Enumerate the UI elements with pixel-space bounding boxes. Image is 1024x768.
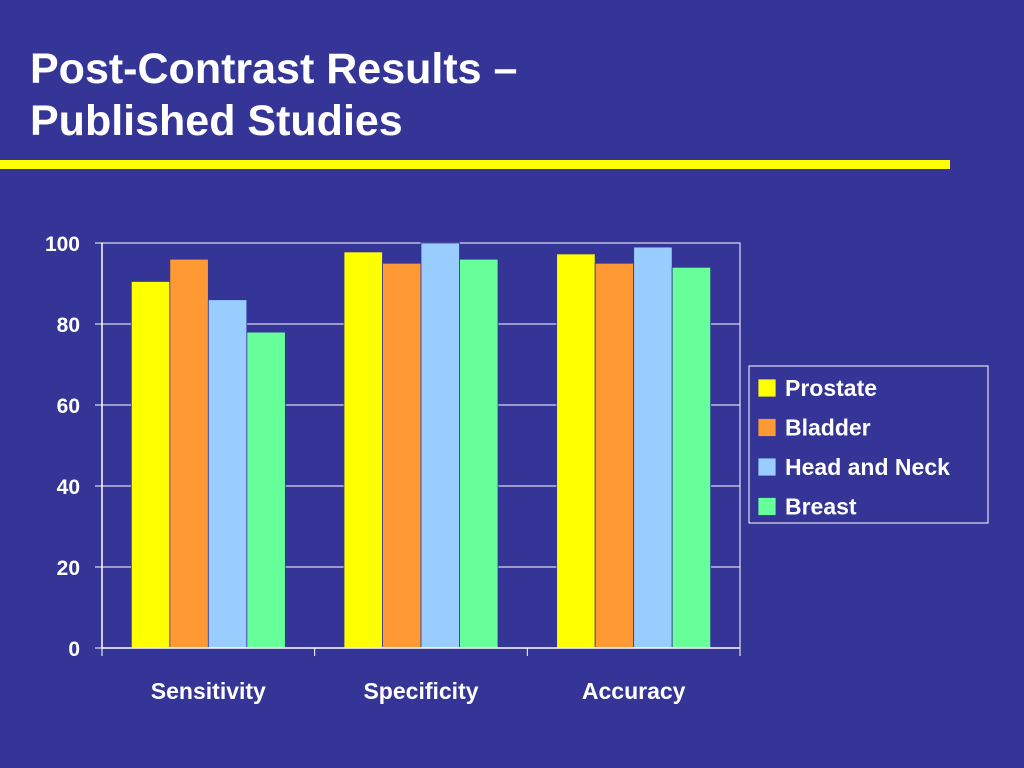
- legend-swatch-bladder: [757, 418, 777, 437]
- legend-label-head-and-neck: Head and Neck: [785, 454, 950, 480]
- title-rule: [0, 160, 950, 169]
- legend-swatch-head-and-neck: [757, 457, 777, 477]
- legend-label-prostate: Prostate: [785, 375, 877, 401]
- y-tick-label-20: 20: [57, 557, 80, 580]
- y-tick-label-80: 80: [57, 314, 80, 337]
- legend-swatch-prostate: [757, 378, 777, 398]
- bars: [130, 242, 712, 649]
- bar-accuracy-breast: [671, 266, 712, 649]
- bar-specificity-bladder: [382, 262, 422, 649]
- legend: Prostate Bladder Head and Neck Breast: [748, 365, 989, 524]
- legend-box: [748, 365, 989, 524]
- bar-sensitivity-prostate: [130, 281, 171, 649]
- slide-title-line-1: Post-Contrast Results –: [30, 45, 518, 93]
- x-tick-label-specificity: Specificity: [363, 678, 478, 704]
- bar-accuracy-head-and-neck: [633, 246, 673, 649]
- y-tick-label-100: 100: [45, 233, 80, 256]
- bar-accuracy-prostate: [556, 253, 596, 649]
- y-tick-label-0: 0: [68, 638, 80, 661]
- bar-accuracy-bladder: [594, 262, 635, 649]
- bar-sensitivity-bladder: [169, 258, 209, 649]
- y-tick-label-60: 60: [57, 395, 80, 418]
- x-tick-label-sensitivity: Sensitivity: [151, 678, 266, 704]
- bar-sensitivity-breast: [246, 331, 286, 649]
- legend-swatch-breast: [757, 497, 777, 516]
- slide-title: Post-Contrast Results – Published Studie…: [30, 44, 517, 147]
- x-tick-label-accuracy: Accuracy: [582, 678, 686, 704]
- y-tick-label-40: 40: [57, 476, 80, 499]
- legend-label-breast: Breast: [785, 494, 857, 520]
- bar-sensitivity-head-and-neck: [207, 299, 248, 649]
- legend-label-bladder: Bladder: [785, 415, 871, 441]
- bar-specificity-breast: [459, 258, 499, 649]
- bar-specificity-prostate: [343, 251, 383, 649]
- bar-specificity-head-and-neck: [420, 242, 460, 649]
- axes: 0 20 40 60 80 100 Sensitivity Specificity Accura…: [45, 233, 741, 704]
- slide-title-line-2: Published Studies: [30, 96, 403, 145]
